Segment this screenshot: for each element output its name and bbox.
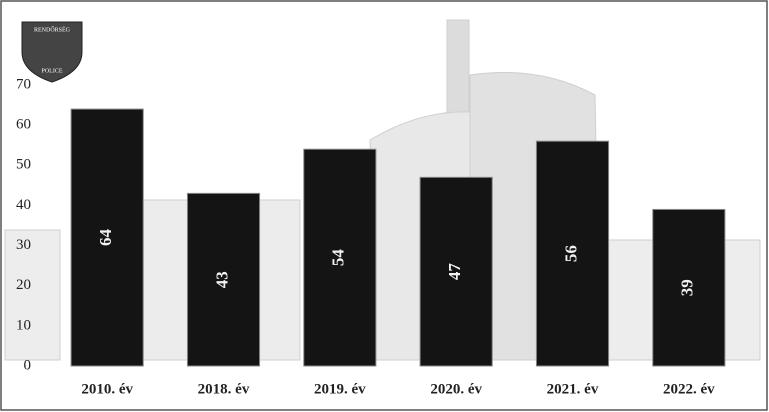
x-tick-label: 2021. év <box>547 381 599 397</box>
x-tick-label: 2018. év <box>198 381 250 397</box>
value-label: 47 <box>445 263 464 281</box>
bar <box>186 192 261 367</box>
value-label: 43 <box>212 271 231 288</box>
y-tick-label: 40 <box>16 197 31 213</box>
y-tick-label: 30 <box>16 237 31 253</box>
value-label: 64 <box>96 229 115 247</box>
y-tick-label: 0 <box>24 357 32 373</box>
value-label: 39 <box>678 279 697 296</box>
badge <box>21 21 83 83</box>
y-tick-label: 20 <box>16 277 31 293</box>
value-label: 56 <box>561 245 580 262</box>
x-tick-label: 2010. év <box>81 381 133 397</box>
x-tick-label: 2020. év <box>430 381 482 397</box>
x-tick-label: 2022. év <box>663 381 715 397</box>
badge-bottom: POLICE <box>42 68 63 74</box>
x-tick-label: 2019. év <box>314 381 366 397</box>
logo: RENDŐRSÉG POLICE <box>21 21 83 83</box>
bar <box>70 108 144 367</box>
y-tick-label: 50 <box>16 157 31 173</box>
bar <box>303 148 377 367</box>
bar <box>652 208 726 367</box>
bar <box>535 140 610 367</box>
y-tick-label: 60 <box>16 117 31 133</box>
y-tick-label: 10 <box>16 317 31 333</box>
bar <box>419 176 493 367</box>
value-label: 54 <box>329 249 348 267</box>
badge-top: RENDŐRSÉG <box>34 25 71 33</box>
y-tick-label: 70 <box>16 76 31 92</box>
